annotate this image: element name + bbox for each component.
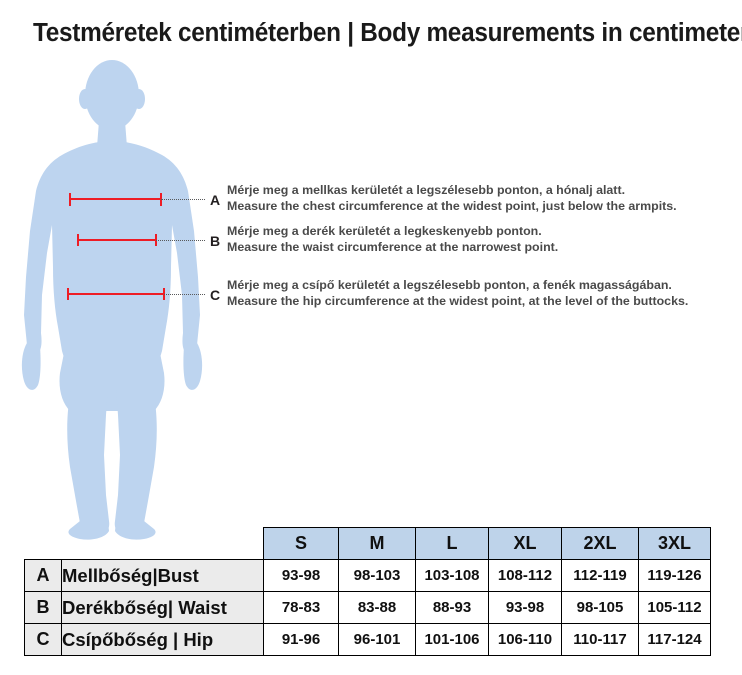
cell-hip-s: 91-96: [263, 623, 339, 656]
annotation-waist: Mérje meg a derék kerületét a legkeskeny…: [227, 224, 558, 255]
column-header-3xl: 3XL: [638, 527, 711, 560]
column-header-xl: XL: [488, 527, 562, 560]
cell-waist-xl: 93-98: [488, 591, 562, 624]
row-label-hip: Csípőbőség | Hip: [61, 623, 264, 656]
cell-bust-2xl: 112-119: [561, 559, 639, 592]
measure-letter-hip: C: [210, 287, 221, 303]
column-header-m: M: [338, 527, 416, 560]
page-title: Testméretek centiméterben | Body measure…: [33, 19, 742, 47]
table-row: B Derékbőség| Waist 78-83 83-88 88-93 93…: [24, 591, 711, 624]
leader-line-hip: [164, 294, 205, 295]
annotation-waist-hu: Mérje meg a derék kerületét a legkeskeny…: [227, 224, 542, 238]
table-header-row: S M L XL 2XL 3XL: [25, 527, 711, 560]
header-spacer-letter: [25, 528, 62, 560]
row-letter-b: B: [24, 591, 62, 624]
measure-cap-waist-left: [77, 234, 79, 246]
table-row: A Mellbőség|Bust 93-98 98-103 103-108 10…: [24, 559, 711, 592]
cell-waist-l: 88-93: [415, 591, 489, 624]
measure-cap-hip-left: [67, 288, 69, 300]
table-row: C Csípőbőség | Hip 91-96 96-101 101-106 …: [24, 623, 711, 656]
leader-line-chest: [161, 199, 205, 200]
measure-cap-chest-left: [69, 193, 71, 206]
measure-line-waist: [78, 239, 156, 241]
cell-hip-m: 96-101: [338, 623, 416, 656]
annotation-chest-hu: Mérje meg a mellkas kerületét a legszéle…: [227, 183, 626, 197]
measure-letter-waist: B: [210, 233, 221, 249]
cell-bust-m: 98-103: [338, 559, 416, 592]
annotation-chest: Mérje meg a mellkas kerületét a legszéle…: [227, 183, 677, 214]
cell-waist-m: 83-88: [338, 591, 416, 624]
header-spacer-label: [62, 528, 264, 560]
size-table-container: S M L XL 2XL 3XL A Mellbőség|Bust 93-98 …: [24, 527, 711, 656]
row-letter-a: A: [24, 559, 62, 592]
cell-bust-s: 93-98: [263, 559, 339, 592]
annotation-hip: Mérje meg a csípő kerületét a legszélese…: [227, 278, 688, 309]
row-letter-c: C: [24, 623, 62, 656]
annotation-hip-hu: Mérje meg a csípő kerületét a legszélese…: [227, 278, 672, 292]
column-header-2xl: 2XL: [561, 527, 639, 560]
leader-line-waist: [156, 240, 205, 241]
body-diagram: A B C: [0, 55, 260, 545]
column-header-l: L: [415, 527, 489, 560]
cell-hip-3xl: 117-124: [638, 623, 711, 656]
cell-waist-s: 78-83: [263, 591, 339, 624]
cell-hip-l: 101-106: [415, 623, 489, 656]
column-header-s: S: [263, 527, 339, 560]
cell-waist-2xl: 98-105: [561, 591, 639, 624]
cell-bust-xl: 108-112: [488, 559, 562, 592]
annotation-waist-en: Measure the waist circumference at the n…: [227, 239, 559, 254]
body-silhouette-icon: [21, 60, 203, 540]
cell-bust-3xl: 119-126: [638, 559, 711, 592]
cell-bust-l: 103-108: [415, 559, 489, 592]
measure-line-chest: [70, 198, 161, 200]
size-table: S M L XL 2XL 3XL A Mellbőség|Bust 93-98 …: [24, 527, 711, 656]
cell-hip-2xl: 110-117: [561, 623, 639, 656]
row-label-waist: Derékbőség| Waist: [61, 591, 264, 624]
measure-line-hip: [68, 293, 164, 295]
cell-waist-3xl: 105-112: [638, 591, 711, 624]
row-label-bust: Mellbőség|Bust: [61, 559, 264, 592]
measure-letter-chest: A: [210, 192, 221, 208]
cell-hip-xl: 106-110: [488, 623, 562, 656]
annotation-hip-en: Measure the hip circumference at the wid…: [227, 293, 689, 308]
annotation-chest-en: Measure the chest circumference at the w…: [227, 198, 677, 213]
